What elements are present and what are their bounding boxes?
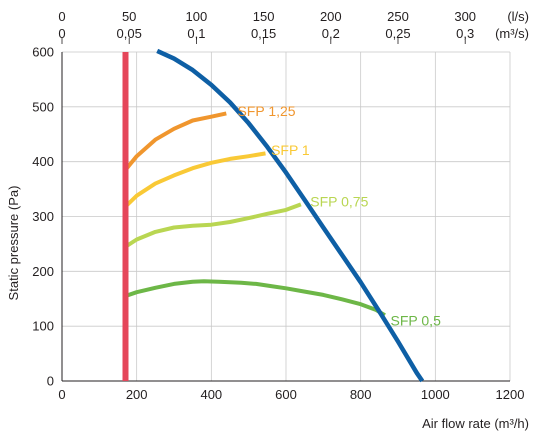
top-axis-unit-m3s: (m³/s) xyxy=(495,26,529,41)
top-tick-label-ls: 200 xyxy=(320,9,342,24)
series-label-3: SFP 0,5 xyxy=(391,313,442,329)
y-tick-label: 400 xyxy=(32,154,54,169)
series-line-4 xyxy=(156,48,425,383)
y-axis-title: Static pressure (Pa) xyxy=(6,186,21,301)
series-line-2 xyxy=(124,202,302,249)
top-tick-label-ls: 100 xyxy=(186,9,208,24)
series-labels: SFP 1,25 SFP 1 SFP 0,75 SFP 0,5 xyxy=(237,103,441,328)
series-line-3 xyxy=(124,279,386,317)
top-tick-label-m3s: 0,3 xyxy=(456,26,474,41)
x-tick-label: 1200 xyxy=(496,387,525,402)
series-line-1 xyxy=(124,151,266,209)
top-axis-unit-ls: (l/s) xyxy=(507,9,529,24)
series-label-0: SFP 1,25 xyxy=(237,103,295,119)
top-tick-label-m3s: 0,1 xyxy=(187,26,205,41)
x-axis-title: Air flow rate (m³/h) xyxy=(422,416,529,431)
axes-frame xyxy=(61,52,510,382)
top-tick-label-ls: 250 xyxy=(387,9,409,24)
x-tick-label: 0 xyxy=(58,387,65,402)
top-tick-label-m3s: 0,05 xyxy=(117,26,142,41)
top-tick-label-ls: 300 xyxy=(454,9,476,24)
series-label-2: SFP 0,75 xyxy=(310,194,368,210)
y-tick-label: 0 xyxy=(47,374,54,389)
top-tick-label-ls: 0 xyxy=(58,9,65,24)
top-tick-label-m3s: 0,15 xyxy=(251,26,276,41)
y-tick-label: 600 xyxy=(32,45,54,60)
y-tick-label: 100 xyxy=(32,319,54,334)
y-tick-label: 500 xyxy=(32,99,54,114)
x-tick-label: 1000 xyxy=(421,387,450,402)
top-tick-label-ls: 50 xyxy=(122,9,136,24)
y-tick-label: 200 xyxy=(32,264,54,279)
x-tick-label: 600 xyxy=(275,387,297,402)
top-tick-label-m3s: 0,25 xyxy=(385,26,410,41)
x-tick-label: 200 xyxy=(126,387,148,402)
top-tick-label-ls: 150 xyxy=(253,9,275,24)
series-line-0 xyxy=(123,111,227,172)
series-label-1: SFP 1 xyxy=(271,142,310,158)
top-tick-label-m3s: 0,2 xyxy=(322,26,340,41)
tick-labels: 0 200 400 600 800 1000 12000100200300400500600… xyxy=(32,9,524,402)
x-tick-label: 400 xyxy=(200,387,222,402)
y-tick-label: 300 xyxy=(32,209,54,224)
series-group xyxy=(122,48,425,383)
grid xyxy=(61,51,511,382)
x-tick-label: 800 xyxy=(350,387,372,402)
top-tick-label-m3s: 0 xyxy=(58,26,65,41)
